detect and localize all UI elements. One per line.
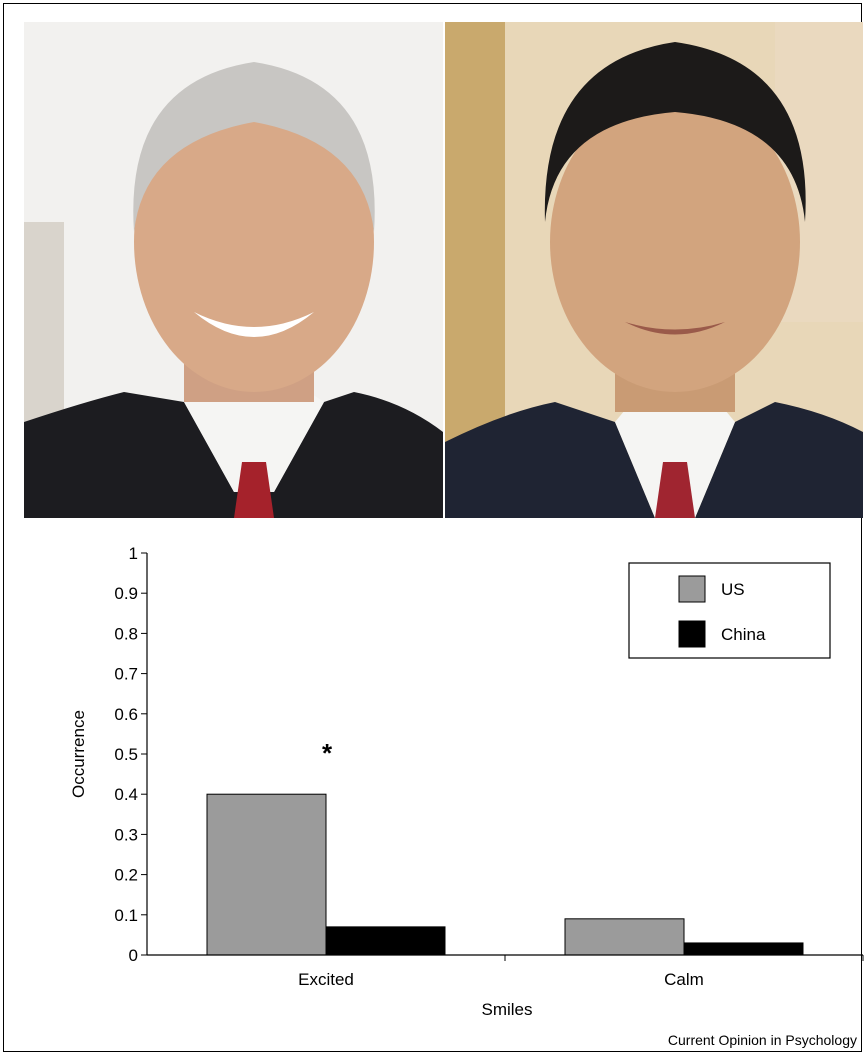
y-axis-label: Occurrence	[69, 710, 88, 798]
bar-chart: 0 0.1 0.2 0.3 0.4 0.5 0.6 0.7 0.8 0.9 1 Excited Cal…	[69, 544, 864, 1019]
bars	[206, 793, 804, 956]
legend: US China	[628, 562, 831, 659]
x-tick-label: Excited	[298, 970, 354, 989]
legend-swatch-china	[678, 620, 706, 648]
bar-excited-us	[206, 793, 327, 956]
y-tick-label: 0.5	[114, 745, 138, 764]
bar-excited-china	[325, 926, 446, 956]
legend-swatch-us	[678, 575, 706, 603]
x-tick-label: Calm	[664, 970, 704, 989]
y-tick-label: 0.2	[114, 866, 138, 885]
y-tick-label: 0.7	[114, 665, 138, 684]
y-tick-label: 0.4	[114, 785, 138, 804]
journal-credit: Current Opinion in Psychology	[667, 1032, 857, 1048]
y-tick-label: 0.1	[114, 906, 138, 925]
x-axis-label: Smiles	[481, 1000, 532, 1019]
y-tick-label: 0	[129, 946, 138, 965]
y-tick-label: 1	[129, 544, 138, 563]
legend-box	[628, 562, 831, 659]
portrait-photo-right	[445, 22, 863, 518]
y-tick-label: 0.8	[114, 624, 138, 643]
y-tick-label: 0.6	[114, 705, 138, 724]
y-axis-ticks: 0 0.1 0.2 0.3 0.4 0.5 0.6 0.7 0.8 0.9 1	[114, 544, 147, 965]
legend-label-china: China	[721, 625, 766, 644]
y-tick-label: 0.3	[114, 825, 138, 844]
portrait-photo-left	[24, 22, 443, 518]
portrait-illustration-left	[24, 22, 443, 518]
legend-label-us: US	[721, 580, 745, 599]
bar-calm-us	[564, 918, 685, 956]
significance-asterisk: *	[322, 738, 333, 768]
y-tick-label: 0.9	[114, 584, 138, 603]
figure-frame	[3, 3, 862, 1052]
portrait-illustration-right	[445, 22, 863, 518]
bar-calm-china	[683, 942, 804, 956]
annotations: *	[322, 738, 333, 768]
x-axis-ticks: Excited Calm	[298, 955, 864, 989]
